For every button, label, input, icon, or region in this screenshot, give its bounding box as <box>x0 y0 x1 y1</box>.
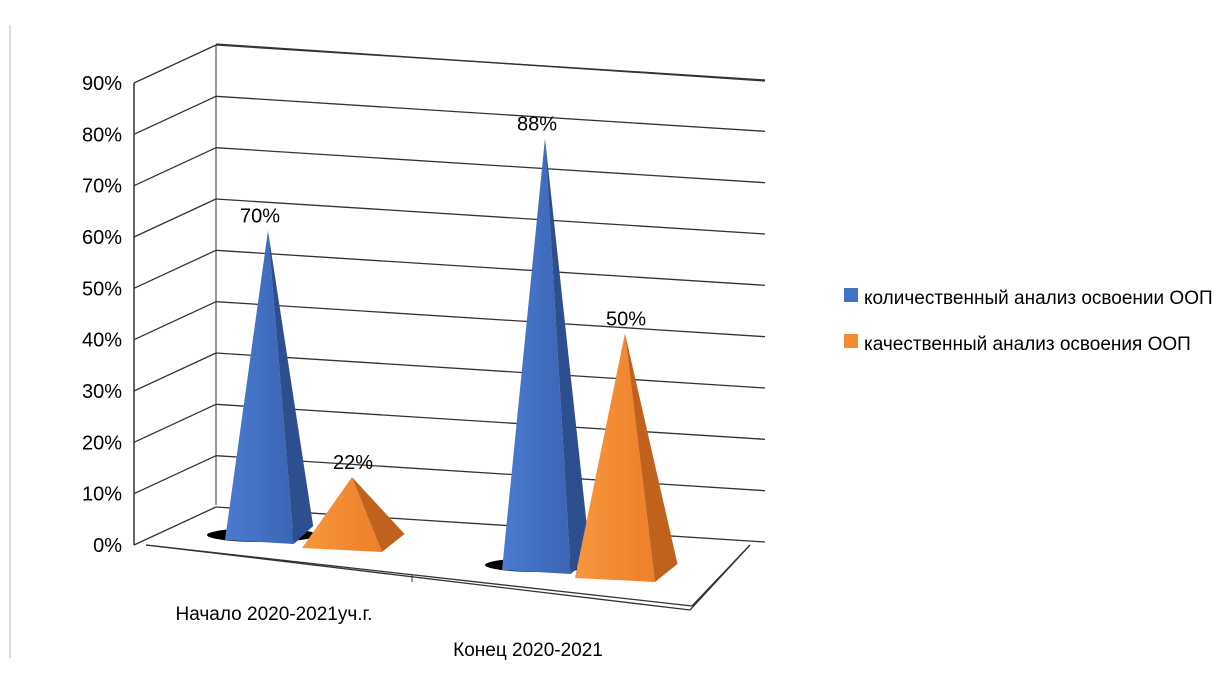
data-label: 88% <box>517 113 557 135</box>
legend-swatch-series-2 <box>844 334 858 348</box>
legend: количественный анализ освоении ООП качес… <box>836 284 1231 376</box>
y-tick-label: 0% <box>93 535 122 557</box>
y-tick-label: 40% <box>82 330 122 352</box>
y-tick-label: 60% <box>82 227 122 249</box>
y-tick-label: 50% <box>82 278 122 300</box>
legend-label-series-2: качественный анализ освоения ООП <box>864 334 1191 355</box>
category-labels: Начало 2020-2021уч.г. Конец 2020-2021 <box>176 604 603 661</box>
legend-label-series-1: количественный анализ освоении ООП <box>864 288 1213 309</box>
bar-qualitative-side <box>625 333 678 582</box>
y-axis-ticks: 0% 10% 20% 30% 40% 50% 60% 70% 80% 90% <box>82 73 122 557</box>
y-tick-label: 80% <box>82 124 122 146</box>
chart-bars <box>207 138 678 582</box>
legend-item-series-1: количественный анализ освоении ООП <box>836 284 1231 314</box>
chart-walls <box>133 45 217 545</box>
category-label: Конец 2020-2021 <box>453 640 603 661</box>
y-tick-label: 90% <box>82 73 122 95</box>
chart-floor <box>145 544 751 611</box>
category-label: Начало 2020-2021уч.г. <box>176 604 373 625</box>
data-label: 50% <box>606 308 646 330</box>
gridlines <box>133 43 766 546</box>
y-tick-label: 20% <box>82 432 122 454</box>
bar-quantitative-side <box>545 138 591 574</box>
data-label: 70% <box>240 206 280 228</box>
y-tick-label: 30% <box>82 381 122 403</box>
legend-item-series-2: качественный анализ освоения ООП <box>836 330 1231 360</box>
y-tick-label: 10% <box>82 484 122 506</box>
bar-qualitative <box>302 477 382 552</box>
bar-quantitative-side <box>268 230 314 544</box>
data-label: 22% <box>333 452 373 474</box>
bar-quantitative <box>502 138 571 574</box>
y-tick-label: 70% <box>82 176 122 198</box>
data-labels: 70% 22% 88% 50% <box>240 113 646 474</box>
bar-qualitative-side <box>352 477 405 552</box>
bar-qualitative <box>575 333 655 582</box>
legend-swatch-series-1 <box>844 288 858 302</box>
bar-quantitative <box>225 230 294 544</box>
